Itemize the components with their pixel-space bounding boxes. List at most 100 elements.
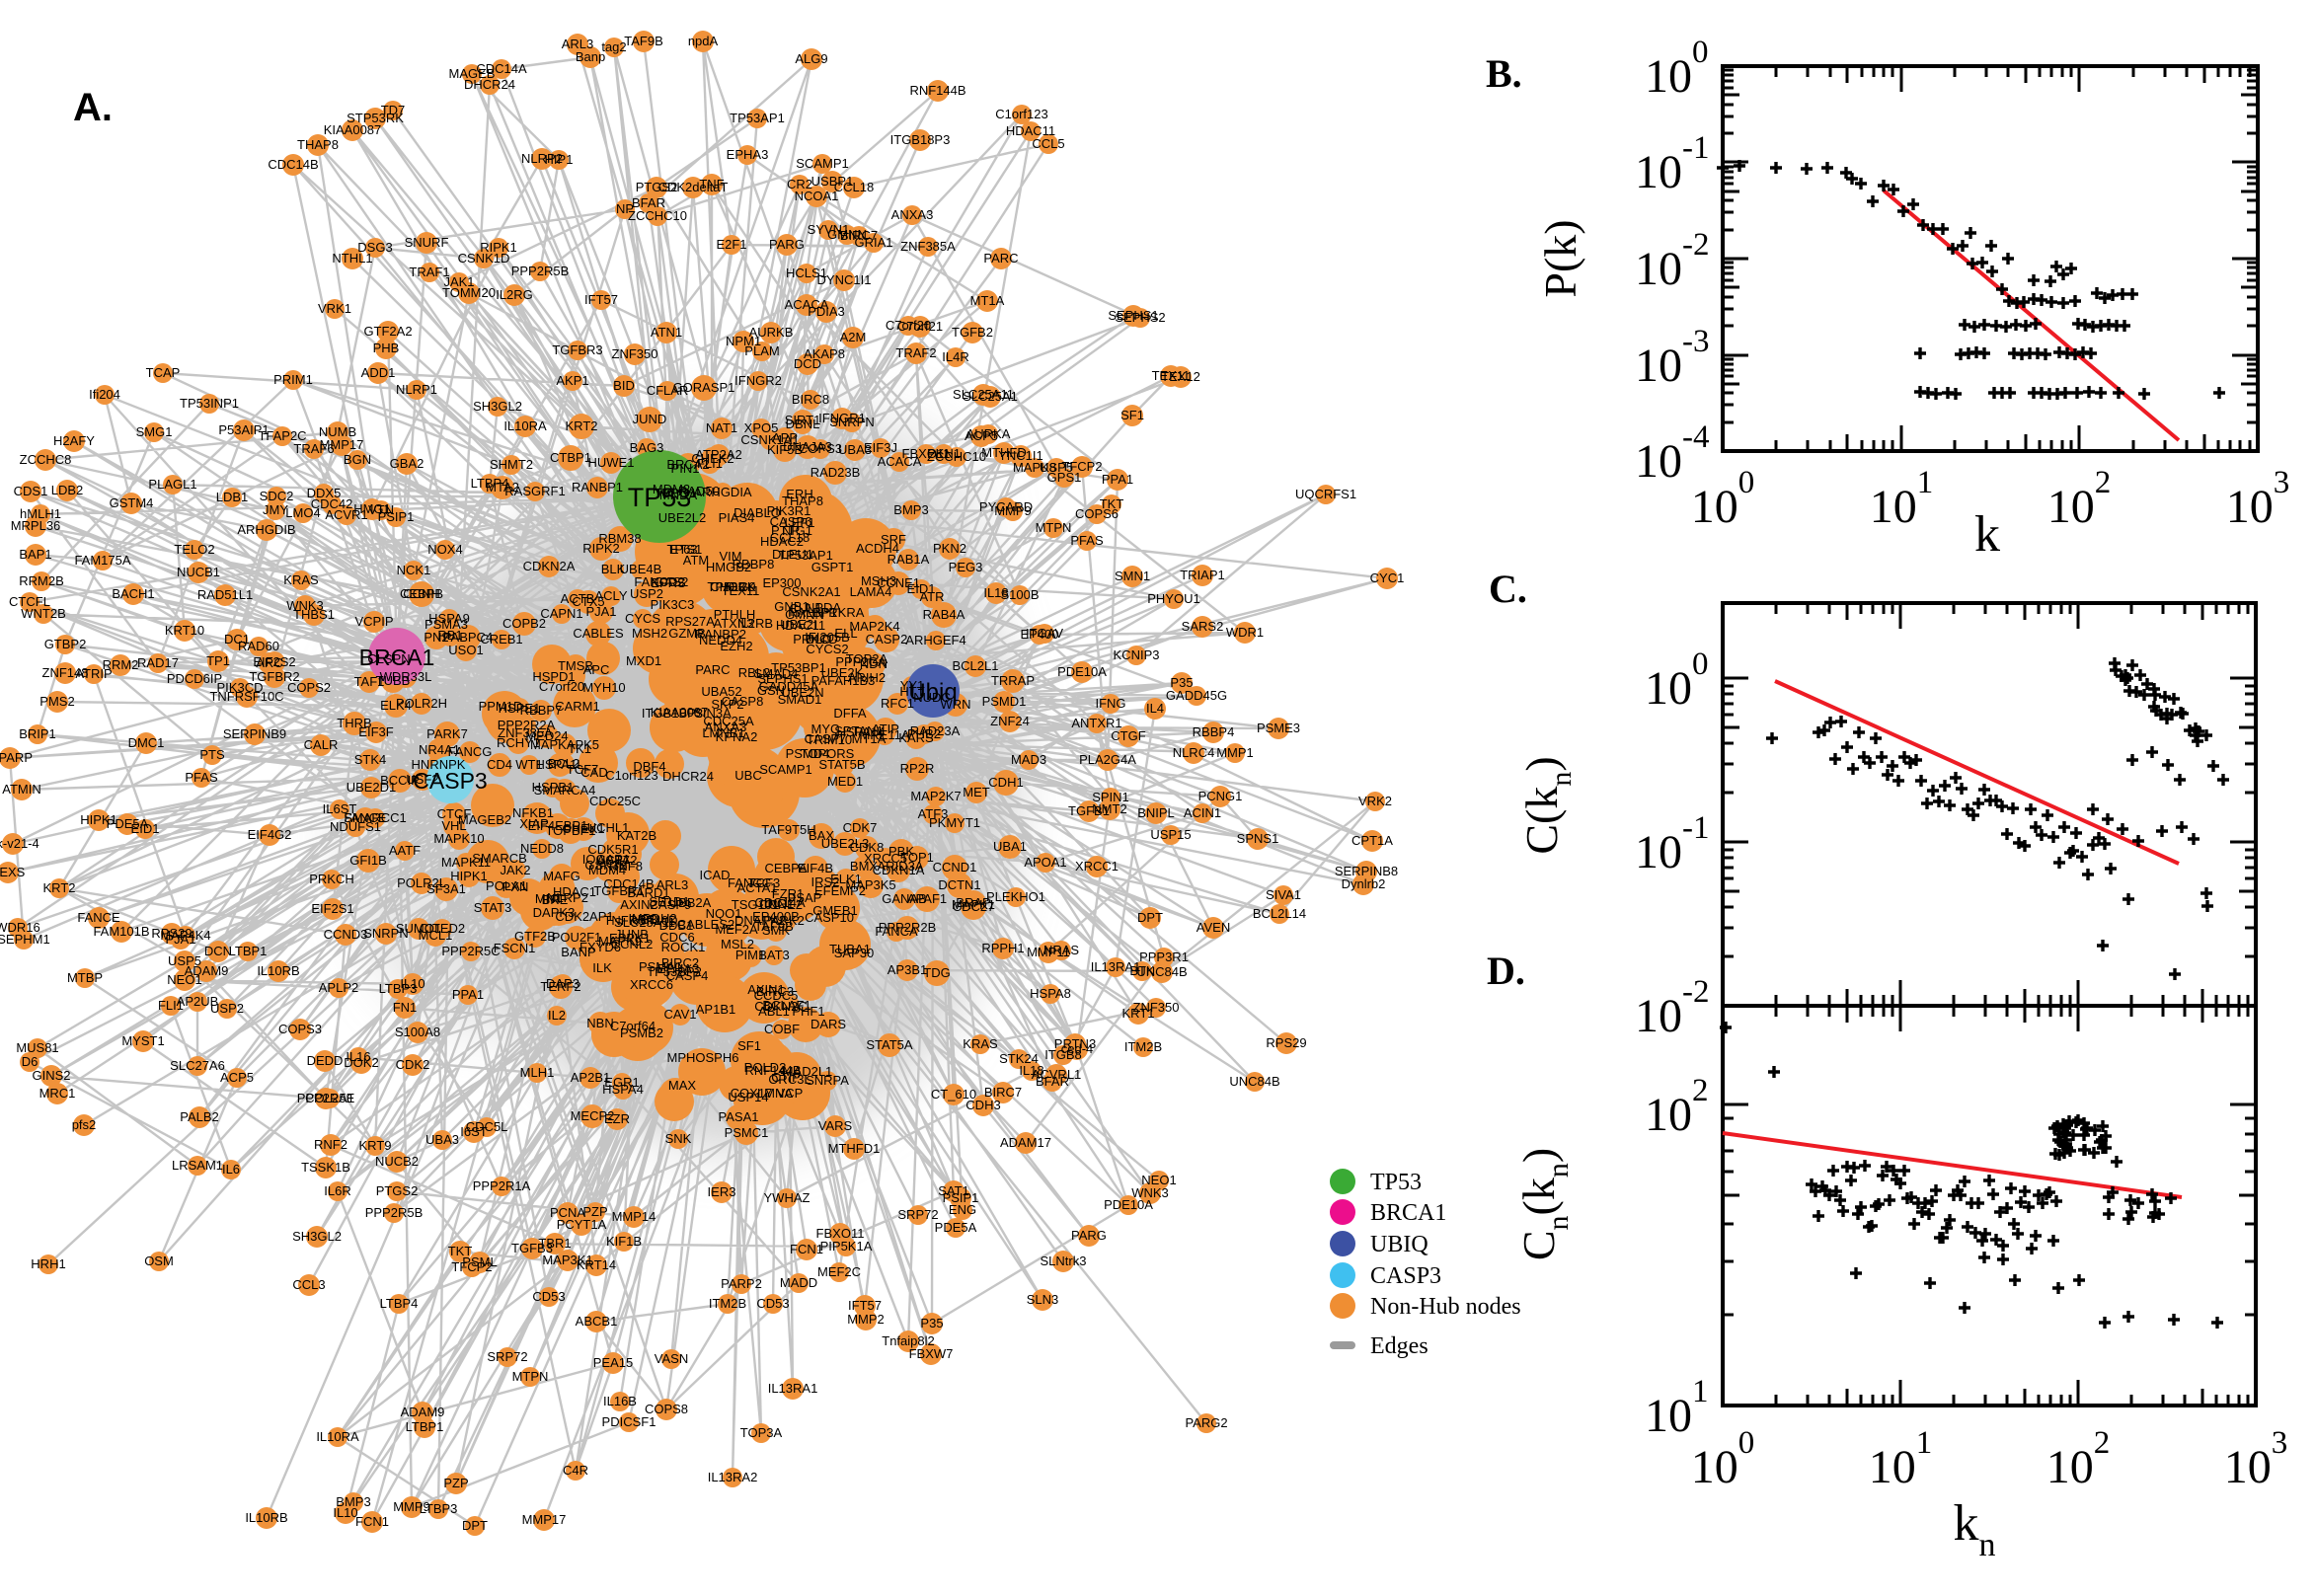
svg-text:C1orf123: C1orf123 xyxy=(995,107,1047,121)
svg-text:TOMM20: TOMM20 xyxy=(442,285,496,300)
svg-text:NMT2: NMT2 xyxy=(1092,801,1126,816)
svg-text:ELK1: ELK1 xyxy=(830,872,862,886)
svg-text:MTHFD: MTHFD xyxy=(981,445,1027,460)
svg-text:BMX: BMX xyxy=(850,859,879,874)
svg-text:WNK3: WNK3 xyxy=(286,598,324,613)
svg-text:WDR16: WDR16 xyxy=(0,920,40,935)
svg-text:MMP11: MMP11 xyxy=(1027,945,1070,959)
svg-text:SEPHS2: SEPHS2 xyxy=(1115,310,1165,325)
svg-text:SNRPN: SNRPN xyxy=(363,926,409,941)
svg-text:ITGAV: ITGAV xyxy=(1026,626,1063,641)
svg-text:APP: APP xyxy=(772,430,798,445)
svg-text:PYCARD: PYCARD xyxy=(979,499,1033,514)
svg-text:ANTXR1: ANTXR1 xyxy=(1071,716,1121,730)
svg-text:TRRAP: TRRAP xyxy=(991,673,1035,688)
svg-text:RPPH1: RPPH1 xyxy=(981,941,1024,955)
svg-text:MT1A: MT1A xyxy=(852,731,887,746)
svg-text:CASP3: CASP3 xyxy=(1370,1263,1441,1289)
svg-text:PHF1: PHF1 xyxy=(792,1004,824,1019)
svg-text:PKN1: PKN1 xyxy=(927,446,961,461)
svg-text:DPT: DPT xyxy=(462,1518,488,1533)
svg-text:VTN: VTN xyxy=(368,502,394,517)
svg-text:GTF2B: GTF2B xyxy=(514,929,556,944)
svg-text:TNF: TNF xyxy=(699,177,724,191)
svg-text:YNC1I1: YNC1I1 xyxy=(998,448,1043,463)
svg-text:PARG: PARG xyxy=(1071,1228,1107,1243)
svg-text:LAMA4: LAMA4 xyxy=(850,584,892,599)
svg-text:IFT57: IFT57 xyxy=(848,1298,882,1313)
svg-text:HNRNPK: HNRNPK xyxy=(412,757,466,772)
svg-text:UBB: UBB xyxy=(632,912,658,927)
svg-text:SARS2: SARS2 xyxy=(1182,619,1224,634)
svg-text:SE1D1: SE1D1 xyxy=(649,894,689,909)
svg-text:IFT57: IFT57 xyxy=(584,292,618,307)
svg-text:ADAM9: ADAM9 xyxy=(185,963,229,978)
svg-text:PBK: PBK xyxy=(888,844,914,859)
svg-text:RPS29: RPS29 xyxy=(151,926,192,941)
svg-text:IL4: IL4 xyxy=(1146,701,1164,716)
svg-text:BIRC8: BIRC8 xyxy=(792,392,829,407)
svg-text:RCHY1: RCHY1 xyxy=(497,735,540,750)
svg-text:EZR: EZR xyxy=(604,1111,630,1126)
svg-text:UBIQ: UBIQ xyxy=(1370,1232,1428,1257)
svg-text:RAB1A: RAB1A xyxy=(888,552,930,567)
svg-text:PIK3CD: PIK3CD xyxy=(217,680,264,695)
svg-text:COPS3: COPS3 xyxy=(278,1022,322,1036)
svg-text:TCF3: TCF3 xyxy=(748,875,781,890)
svg-text:ADAM9: ADAM9 xyxy=(401,1405,445,1419)
svg-text:IL2RG: IL2RG xyxy=(496,287,533,302)
svg-text:PTS: PTS xyxy=(199,747,225,762)
svg-text:COPS6: COPS6 xyxy=(1075,506,1119,521)
svg-text:KRT10: KRT10 xyxy=(165,623,204,638)
svg-text:PXN: PXN xyxy=(502,879,529,894)
svg-text:RASGRF1: RASGRF1 xyxy=(504,484,565,498)
svg-text:EIF3J: EIF3J xyxy=(864,440,897,455)
svg-text:BCL2: BCL2 xyxy=(548,756,580,771)
svg-text:PCNA: PCNA xyxy=(550,1205,585,1220)
svg-text:KRT1: KRT1 xyxy=(1122,1006,1155,1021)
svg-text:FANCC: FANCC xyxy=(728,875,771,890)
svg-text:BGN: BGN xyxy=(344,452,371,467)
svg-text:KRAS: KRAS xyxy=(283,572,319,587)
svg-text:SEPHM1: SEPHM1 xyxy=(0,932,50,947)
svg-text:B.: B. xyxy=(1486,51,1522,96)
svg-text:YWHAZ: YWHAZ xyxy=(764,1190,811,1205)
svg-text:TSG101: TSG101 xyxy=(732,897,779,912)
svg-text:IL6R: IL6R xyxy=(324,1183,350,1198)
svg-text:DDB1: DDB1 xyxy=(659,918,694,933)
svg-text:RAD60: RAD60 xyxy=(238,639,279,653)
svg-text:CSNK1D: CSNK1D xyxy=(458,251,510,266)
svg-text:TGFBR3: TGFBR3 xyxy=(552,342,602,357)
svg-text:VCP: VCP xyxy=(777,1086,804,1101)
svg-text:PTGS2: PTGS2 xyxy=(636,180,678,194)
svg-text:KRT2: KRT2 xyxy=(43,880,76,895)
svg-text:UBA3: UBA3 xyxy=(838,442,872,457)
svg-text:JAK1: JAK1 xyxy=(443,274,474,289)
svg-text:MAPK8: MAPK8 xyxy=(1013,460,1056,475)
svg-text:SPIN1: SPIN1 xyxy=(1092,790,1129,804)
svg-text:MAD3: MAD3 xyxy=(1011,752,1046,767)
svg-text:NUDC: NUDC xyxy=(913,690,951,705)
svg-text:LDB2: LDB2 xyxy=(51,483,84,497)
svg-text:KRAS: KRAS xyxy=(963,1036,998,1051)
svg-text:I6ST: I6ST xyxy=(460,1124,488,1139)
svg-text:IL4R: IL4R xyxy=(942,349,968,364)
svg-text:STP53RK: STP53RK xyxy=(347,111,404,125)
svg-text:GINS2: GINS2 xyxy=(32,1068,70,1083)
svg-text:BID: BID xyxy=(613,378,635,393)
svg-text:THRB: THRB xyxy=(337,716,371,730)
svg-text:PMS2: PMS2 xyxy=(39,694,74,709)
svg-text:EIF4G2: EIF4G2 xyxy=(248,827,292,842)
svg-text:TRIAP1: TRIAP1 xyxy=(1180,568,1225,582)
svg-text:PARC: PARC xyxy=(695,662,730,677)
svg-text:ACDH4: ACDH4 xyxy=(856,541,899,556)
svg-text:TEX11: TEX11 xyxy=(1152,368,1191,383)
svg-text:BACH1: BACH1 xyxy=(112,586,154,601)
svg-text:PIN1: PIN1 xyxy=(671,461,700,476)
svg-text:TP53BP2: TP53BP2 xyxy=(647,964,702,979)
svg-text:SLNtrk3: SLNtrk3 xyxy=(1041,1254,1087,1268)
svg-text:P53AIP1: P53AIP1 xyxy=(218,422,269,437)
svg-text:YY1: YY1 xyxy=(900,678,925,693)
svg-text:FAM175A: FAM175A xyxy=(74,553,130,568)
svg-text:HSPE1: HSPE1 xyxy=(499,701,541,716)
